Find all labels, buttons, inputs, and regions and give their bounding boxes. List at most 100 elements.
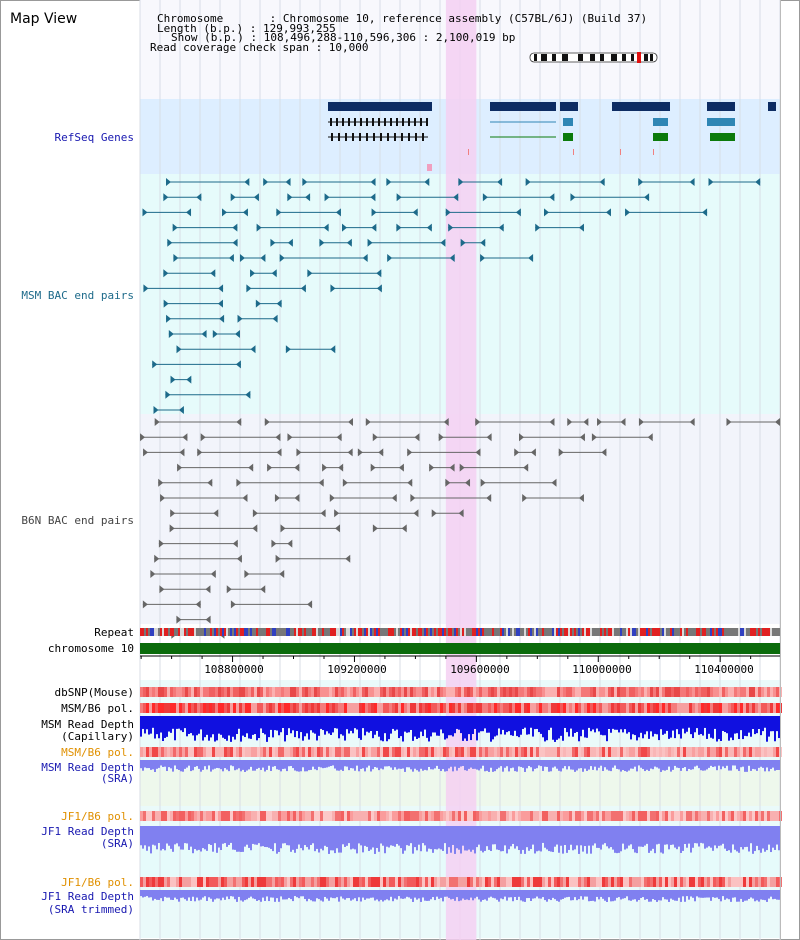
variant-density-cell <box>620 747 623 757</box>
gene-exon <box>338 133 340 141</box>
variant-density-cell <box>374 811 377 821</box>
gene-exon <box>390 118 392 126</box>
variant-density-cell <box>764 687 767 697</box>
bac-end-marker <box>236 478 242 487</box>
read-depth-bar <box>624 890 626 899</box>
read-depth-bar <box>158 826 160 844</box>
read-depth-bar <box>312 890 314 902</box>
variant-density-cell <box>302 703 305 713</box>
variant-density-cell <box>668 703 671 713</box>
variant-density-cell <box>554 877 557 887</box>
bac-end-marker <box>486 433 492 442</box>
variant-density-cell <box>338 703 341 713</box>
read-depth-bar <box>628 760 630 771</box>
variant-density-cell <box>515 877 518 887</box>
variant-density-cell <box>254 811 257 821</box>
repeat-element <box>214 628 216 636</box>
variant-density-cell <box>596 877 599 887</box>
gene-exon <box>387 133 389 141</box>
read-depth-bar <box>396 716 398 730</box>
read-depth-bar <box>540 716 542 734</box>
variant-density-cell <box>605 811 608 821</box>
variant-density-cell <box>692 811 695 821</box>
read-depth-bar <box>404 716 406 732</box>
repeat-element <box>164 628 166 636</box>
read-depth-bar <box>538 890 540 899</box>
read-depth-bar <box>734 716 736 734</box>
read-depth-bar <box>556 826 558 845</box>
variant-density-cell <box>623 703 626 713</box>
bac-end-marker <box>205 615 211 624</box>
read-depth-bar <box>528 826 530 851</box>
repeat-element <box>330 628 332 636</box>
variant-density-cell <box>650 877 653 887</box>
bac-end-marker <box>414 433 420 442</box>
bac-end-marker <box>285 178 291 186</box>
read-depth-bar <box>600 826 602 850</box>
variant-density-cell <box>629 811 632 821</box>
read-depth-bar <box>462 890 464 899</box>
variant-density-cell <box>680 747 683 757</box>
variant-density-cell <box>518 811 521 821</box>
repeat-element <box>222 628 224 636</box>
read-depth-bar <box>156 826 158 850</box>
variant-density-cell <box>317 877 320 887</box>
variant-density-cell <box>416 811 419 821</box>
read-depth-bar <box>460 890 462 901</box>
read-depth-bar <box>508 760 510 772</box>
read-depth-bar <box>284 826 286 844</box>
variant-density-cell <box>713 687 716 697</box>
repeat-element <box>224 628 226 636</box>
bac-end-marker <box>689 418 695 426</box>
read-depth-bar <box>162 890 164 902</box>
read-depth-bar <box>506 760 508 767</box>
read-depth-bar <box>694 826 696 844</box>
read-depth-bar <box>468 826 470 850</box>
read-depth-bar <box>678 826 680 847</box>
variant-density-cell <box>470 747 473 757</box>
repeat-element <box>768 628 770 636</box>
variant-density-cell <box>521 747 524 757</box>
read-depth-bar <box>666 826 668 845</box>
read-depth-bar <box>736 890 738 902</box>
bac-end-marker <box>271 539 277 548</box>
bac-end-marker <box>279 570 285 578</box>
read-depth-bar <box>576 760 578 771</box>
variant-density-cell <box>215 877 218 887</box>
bac-end-marker <box>726 418 732 426</box>
gene-exon <box>394 133 396 141</box>
read-depth-bar <box>712 826 714 851</box>
bac-end-marker <box>252 509 258 518</box>
variant-density-cell <box>419 687 422 697</box>
read-depth-bar <box>362 716 364 729</box>
read-depth-bar <box>260 890 262 902</box>
variant-density-cell <box>206 747 209 757</box>
read-depth-bar <box>354 826 356 850</box>
read-depth-bar <box>164 826 166 851</box>
variant-density-cell <box>620 703 623 713</box>
variant-density-cell <box>149 877 152 887</box>
bac-end-marker <box>324 193 330 202</box>
chromosome-ideogram <box>529 52 658 63</box>
read-depth-bar <box>450 760 452 767</box>
read-depth-bar <box>316 716 318 741</box>
variant-density-cell <box>314 747 317 757</box>
variant-density-cell <box>614 687 617 697</box>
bac-end-marker <box>226 585 232 594</box>
variant-density-cell <box>200 747 203 757</box>
read-depth-bar <box>614 890 616 901</box>
read-depth-bar <box>626 890 628 897</box>
read-depth-bar <box>700 760 702 771</box>
repeat-element <box>506 628 508 636</box>
read-depth-bar <box>172 890 174 901</box>
read-depth-bar <box>180 716 182 731</box>
read-depth-bar <box>742 760 744 767</box>
variant-density-cell <box>500 687 503 697</box>
variant-density-cell <box>659 747 662 757</box>
variant-density-cell <box>374 703 377 713</box>
variant-density-cell <box>611 747 614 757</box>
read-depth-bar <box>278 716 280 736</box>
variant-density-cell <box>155 703 158 713</box>
read-depth-bar <box>228 716 230 736</box>
